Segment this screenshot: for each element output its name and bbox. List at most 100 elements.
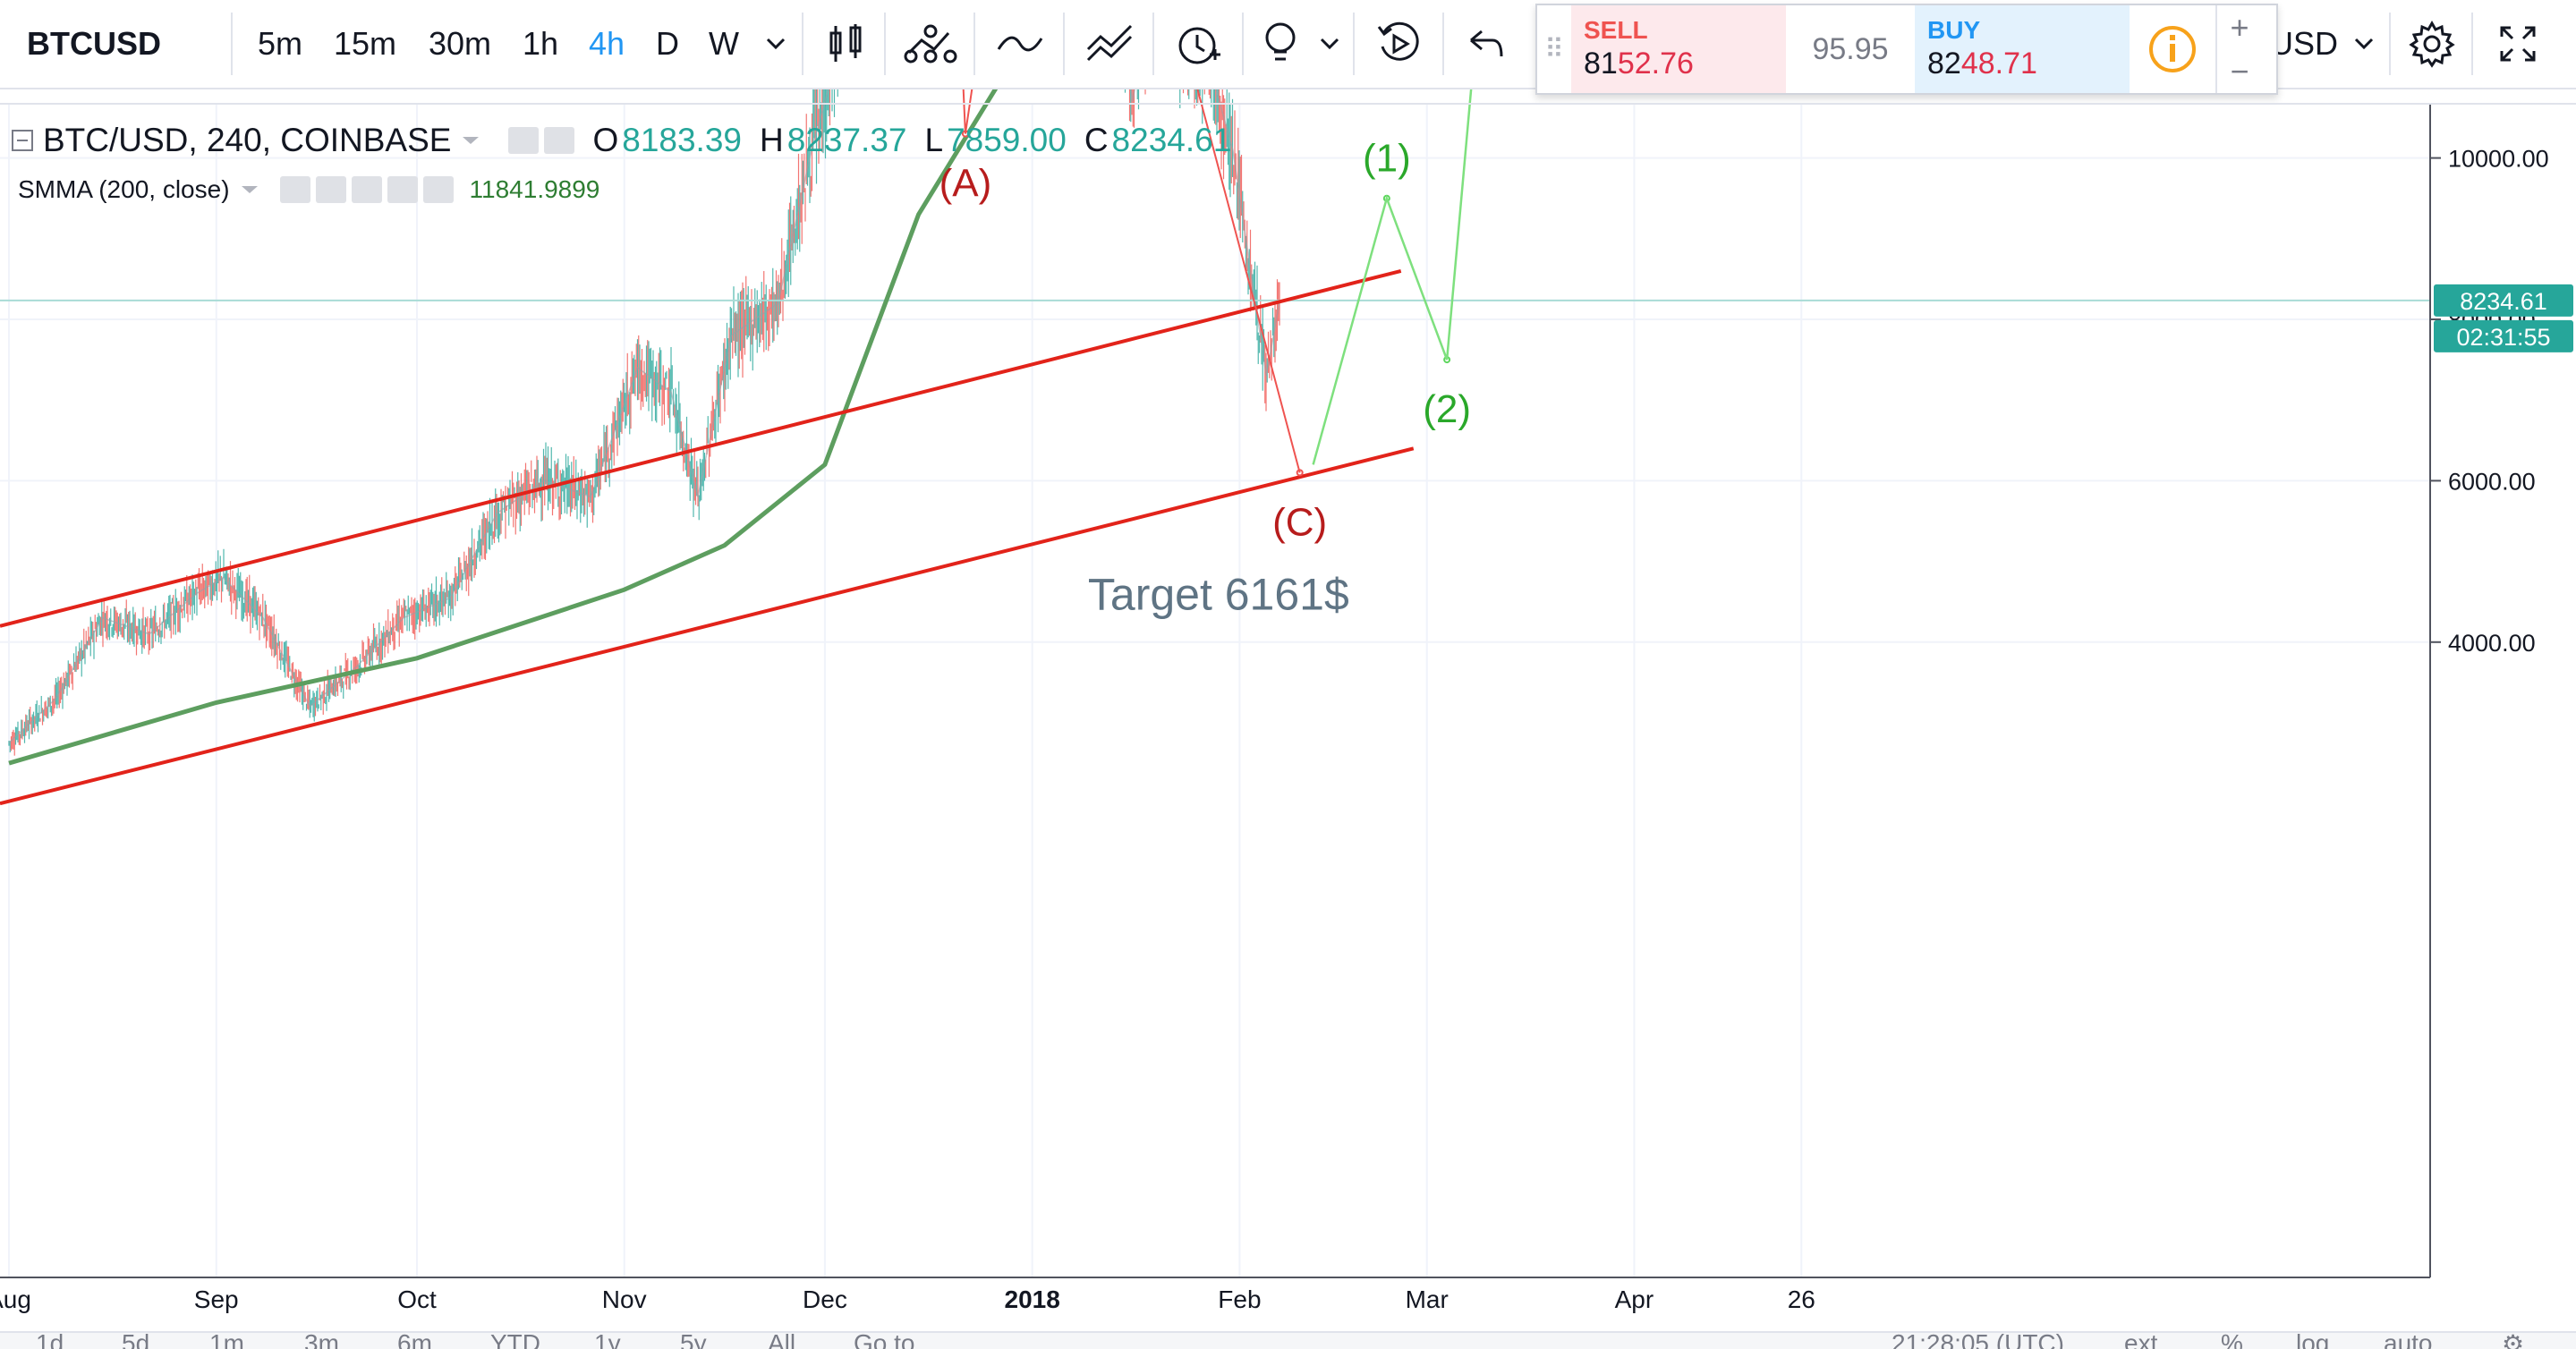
- alert-icon[interactable]: [1165, 0, 1233, 88]
- range-5y[interactable]: 5y: [680, 1331, 707, 1349]
- channel-lower-line: [0, 446, 1415, 806]
- wave-label: (2): [1423, 387, 1471, 431]
- last-price-tag-bg: [2434, 284, 2573, 317]
- divider: [231, 13, 233, 75]
- trade-panel: ⠿ SELL 8152.76 95.95 BUY 8248.71 + −: [1535, 4, 2278, 95]
- interval-w[interactable]: W: [709, 25, 739, 62]
- settings-icon[interactable]: [544, 127, 575, 154]
- goto-button[interactable]: Go to...: [854, 1331, 936, 1349]
- toggle-percent[interactable]: %: [2221, 1331, 2243, 1349]
- countdown-tag-bg: [2434, 319, 2573, 352]
- divider: [802, 13, 803, 75]
- price-line: [8, 89, 1281, 744]
- x-tick-label: Nov: [602, 1285, 647, 1313]
- visibility-icon[interactable]: [508, 127, 540, 154]
- interval-1h[interactable]: 1h: [522, 25, 559, 62]
- interval-5m[interactable]: 5m: [257, 25, 302, 62]
- currency-select[interactable]: USD: [2270, 25, 2339, 62]
- add-icon[interactable]: [387, 176, 418, 203]
- plus-icon[interactable]: +: [2230, 8, 2249, 46]
- series-legend: BTC/USD, 240, COINBASE O 8183.39 H 8237.37…: [11, 122, 1231, 159]
- range-1d[interactable]: 1d: [36, 1331, 64, 1349]
- low-label: L: [924, 122, 944, 158]
- price-axis-panel: [2430, 89, 2576, 1331]
- spread-value: 95.95: [1812, 31, 1889, 66]
- range-1m[interactable]: 1m: [209, 1331, 244, 1349]
- chevron-down-icon[interactable]: [757, 0, 795, 88]
- settings-icon[interactable]: [315, 176, 346, 203]
- divider: [1152, 13, 1154, 75]
- range-ytd[interactable]: YTD: [490, 1331, 540, 1349]
- x-tick-label: Feb: [1218, 1285, 1261, 1313]
- indicator-value: 11841.9899: [469, 175, 600, 203]
- sell-price: 8152.76: [1584, 47, 1694, 81]
- x-tick-label: Oct: [397, 1285, 437, 1313]
- close-value: 8234.61: [1111, 122, 1232, 158]
- range-all[interactable]: All: [768, 1331, 796, 1349]
- open-value: 8183.39: [622, 122, 742, 158]
- toggle-log[interactable]: log: [2296, 1331, 2330, 1349]
- interval-30m[interactable]: 30m: [428, 25, 492, 62]
- sell-label: SELL: [1584, 16, 1648, 44]
- toggle-ext[interactable]: ext: [2124, 1331, 2158, 1349]
- range-3m[interactable]: 3m: [304, 1331, 339, 1349]
- last-price-tag: 8234.61: [2460, 288, 2547, 315]
- buy-label: BUY: [1927, 16, 1981, 44]
- x-tick-label: Apr: [1615, 1285, 1654, 1313]
- replay-icon[interactable]: [1365, 0, 1433, 88]
- price-chart[interactable]: (A)(B)(C)(1)(2)(3)(4)(5)Target 6161$Targ…: [0, 89, 2576, 1331]
- interval-d[interactable]: D: [656, 25, 679, 62]
- x-tick-label: Mar: [1406, 1285, 1449, 1313]
- interval-4h[interactable]: 4h: [588, 25, 625, 62]
- gear-icon[interactable]: ⚙: [2502, 1331, 2525, 1349]
- chevron-down-icon[interactable]: [239, 183, 260, 196]
- y-tick-label: 4000.00: [2448, 630, 2536, 657]
- channel-upper-line: [0, 268, 1402, 628]
- visibility-icon[interactable]: [279, 176, 310, 203]
- info-icon[interactable]: [2130, 5, 2215, 93]
- drawing-icon[interactable]: [1075, 0, 1143, 88]
- abc-label: (A): [939, 162, 992, 206]
- low-value: 7859.00: [947, 122, 1067, 158]
- range-6m[interactable]: 6m: [397, 1331, 432, 1349]
- range-5d[interactable]: 5d: [122, 1331, 150, 1349]
- indicator-title[interactable]: SMMA (200, close): [18, 175, 230, 203]
- close-icon[interactable]: [422, 176, 454, 203]
- undo-icon[interactable]: [1455, 0, 1516, 88]
- x-tick-label: 2018: [1005, 1285, 1060, 1313]
- range-1y[interactable]: 1y: [594, 1331, 621, 1349]
- divider: [884, 13, 886, 75]
- x-tick-label: Dec: [803, 1285, 847, 1313]
- bottom-toolbar: 1d 5d 1m 3m 6m YTD 1y 5y All Go to... 21…: [0, 1331, 2576, 1349]
- compare-icon[interactable]: [986, 0, 1054, 88]
- settings-icon[interactable]: [2400, 0, 2464, 88]
- chevron-down-icon[interactable]: [1312, 0, 1348, 88]
- high-label: H: [760, 122, 784, 158]
- collapse-icon[interactable]: [11, 129, 34, 152]
- annotation-target-low: Target 6161$: [1088, 570, 1349, 620]
- close-label: C: [1084, 122, 1109, 158]
- minus-icon[interactable]: −: [2230, 52, 2249, 89]
- symbol-search[interactable]: BTCUSD: [27, 25, 161, 62]
- indicators-icon[interactable]: [897, 0, 965, 88]
- clock-time: 21:28:05 (UTC): [1892, 1331, 2064, 1349]
- drag-handle-icon[interactable]: ⠿: [1544, 34, 1564, 64]
- divider: [1242, 13, 1244, 75]
- quantity-stepper[interactable]: + −: [2215, 5, 2262, 93]
- interval-15m[interactable]: 15m: [333, 25, 397, 62]
- wave-path: [1312, 89, 1473, 465]
- open-label: O: [592, 122, 619, 158]
- bar-style-icon[interactable]: [816, 0, 875, 88]
- series-title[interactable]: BTC/USD, 240, COINBASE: [43, 122, 452, 158]
- source-icon[interactable]: [351, 176, 382, 203]
- buy-button[interactable]: BUY 8248.71: [1915, 5, 2130, 93]
- chevron-down-icon[interactable]: [460, 134, 481, 147]
- chevron-down-icon[interactable]: [2348, 0, 2380, 88]
- wave-label: (1): [1363, 137, 1411, 181]
- divider: [973, 13, 975, 75]
- ideas-icon[interactable]: [1253, 0, 1308, 88]
- sell-button[interactable]: SELL 8152.76: [1571, 5, 1786, 93]
- abc-label: (C): [1272, 500, 1327, 544]
- toggle-auto[interactable]: auto: [2384, 1331, 2433, 1349]
- fullscreen-icon[interactable]: [2484, 0, 2552, 88]
